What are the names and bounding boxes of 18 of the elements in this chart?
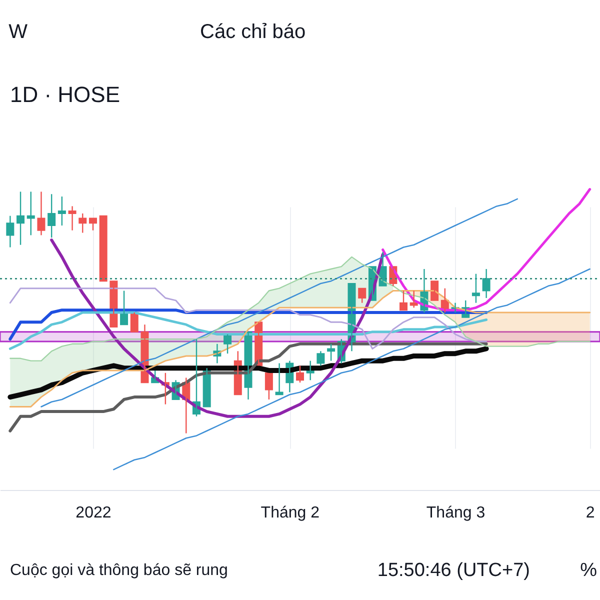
text: Cuộc gọi và thông báo sẽ rung (10, 562, 228, 579)
text: 15:50:46 (UTC+7) (377, 560, 530, 581)
chart-title: 1D · HOSE (10, 82, 120, 107)
x-tick-label: Tháng 3 (426, 504, 486, 522)
candlestick (472, 273, 480, 304)
candlestick (99, 215, 108, 282)
text: Các chỉ báo (200, 21, 306, 43)
candlestick (130, 312, 138, 332)
x-tick-label: 2 (586, 504, 595, 522)
candlestick (26, 191, 35, 236)
candlestick (327, 343, 336, 362)
candlestick (430, 280, 439, 302)
candlestick (58, 196, 66, 226)
candlestick (275, 362, 284, 396)
text: W (8, 21, 28, 43)
x-tick-label: Tháng 2 (260, 504, 320, 522)
x-tick-label: 2022 (76, 504, 112, 522)
text: % (580, 560, 598, 581)
